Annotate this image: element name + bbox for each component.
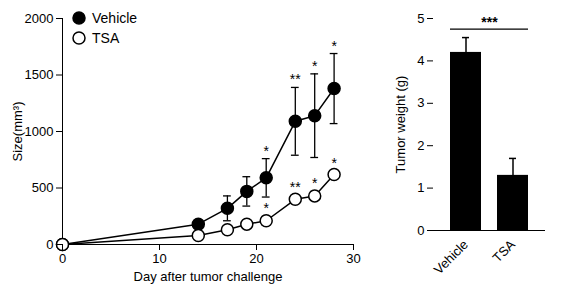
svg-text:*: * (331, 38, 337, 54)
svg-text:*: * (263, 143, 269, 159)
svg-text:5: 5 (417, 11, 424, 26)
svg-text:Vehicle: Vehicle (431, 237, 471, 277)
html-text:Vehicle: Vehicle (92, 10, 138, 26)
svg-text:500: 500 (32, 180, 54, 195)
svg-text:*: * (331, 155, 337, 171)
svg-text:4: 4 (417, 53, 424, 68)
svg-text:**: ** (290, 179, 301, 195)
svg-text:1000: 1000 (25, 124, 54, 139)
svg-text:20: 20 (249, 251, 263, 266)
svg-text:2000: 2000 (25, 11, 54, 26)
svg-text:0: 0 (59, 251, 66, 266)
svg-text:3: 3 (417, 95, 424, 110)
svg-text:0: 0 (417, 223, 424, 238)
svg-text:1500: 1500 (25, 67, 54, 82)
svg-text:0: 0 (46, 237, 53, 252)
svg-text:30: 30 (346, 251, 360, 266)
svg-text:*: * (263, 200, 269, 216)
svg-text:Tumor weight (g): Tumor weight (g) (393, 76, 408, 174)
svg-text:*: * (312, 175, 318, 191)
svg-text:1: 1 (417, 180, 424, 195)
svg-text:Size(mm³): Size(mm³) (10, 102, 25, 162)
svg-text:Day after tumor challenge: Day after tumor challenge (134, 269, 283, 284)
svg-text:2: 2 (417, 138, 424, 153)
svg-text:10: 10 (152, 251, 166, 266)
svg-text:**: ** (290, 71, 301, 87)
html-text:TSA: TSA (92, 30, 120, 46)
svg-text:TSA: TSA (490, 237, 519, 266)
svg-text:***: *** (481, 14, 498, 30)
svg-text:*: * (312, 58, 318, 74)
